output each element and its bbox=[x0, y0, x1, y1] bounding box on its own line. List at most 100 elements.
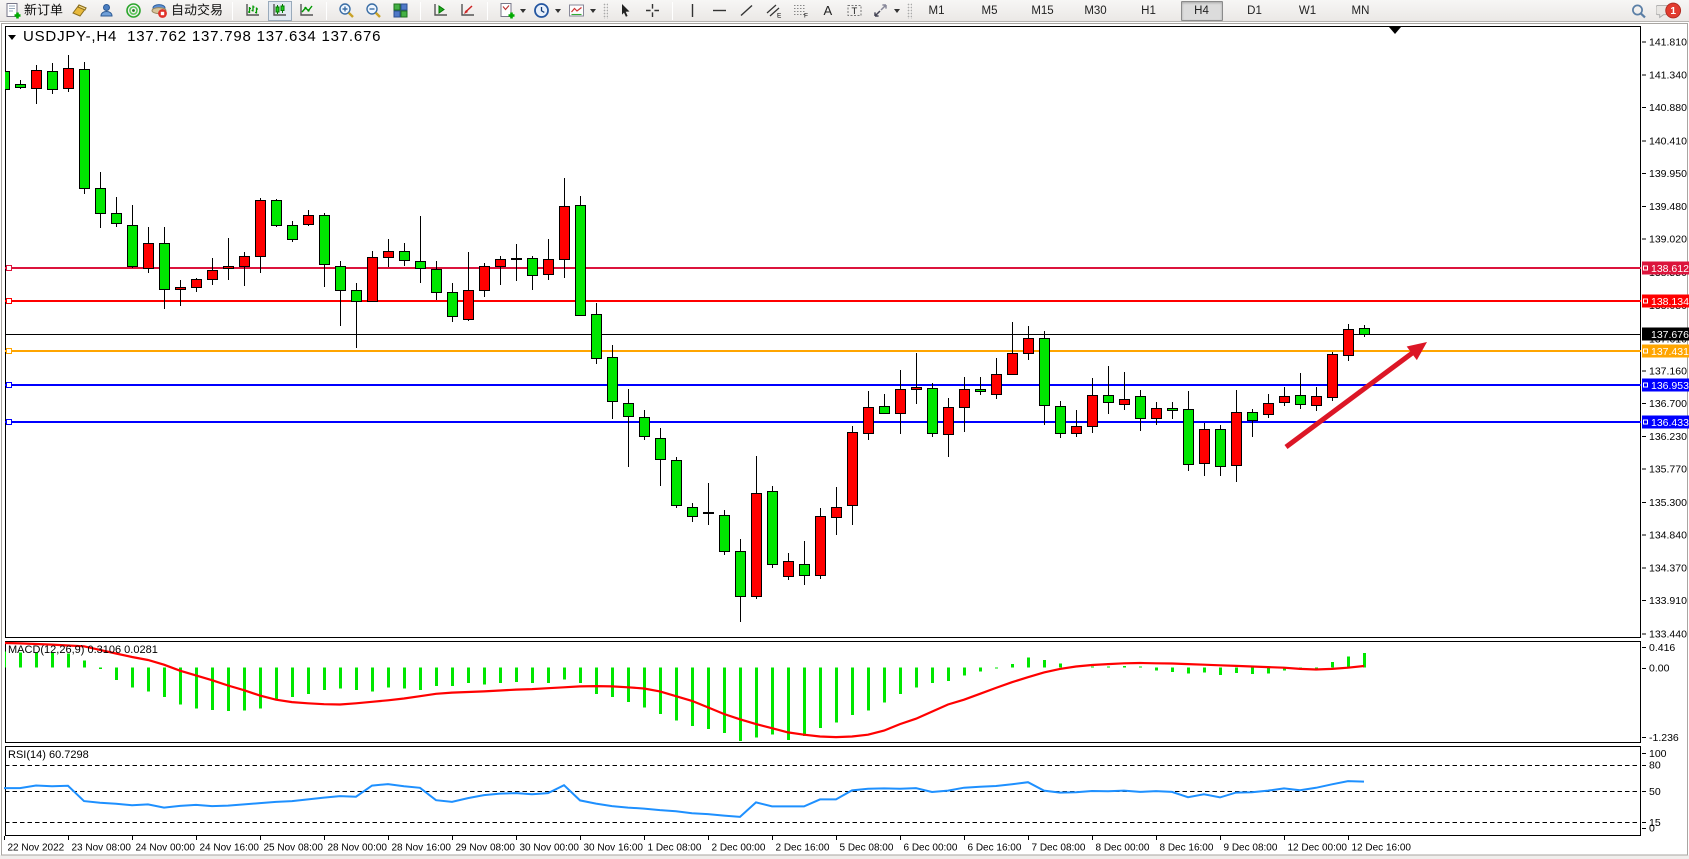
candle-body-21[interactable] bbox=[335, 266, 346, 291]
price-chart[interactable]: 141.810 141.340 140.880 140.410 139.950 139.4… bbox=[0, 22, 1689, 859]
candle-body-25[interactable] bbox=[399, 251, 410, 261]
crosshair-button[interactable] bbox=[641, 1, 665, 21]
text-button[interactable]: A bbox=[816, 1, 840, 21]
templates-button[interactable] bbox=[566, 1, 598, 21]
candle-body-44[interactable] bbox=[703, 512, 714, 514]
candle-body-27[interactable] bbox=[431, 269, 442, 293]
cursor-button[interactable] bbox=[614, 1, 638, 21]
hline-handle-138.134[interactable] bbox=[6, 298, 12, 304]
candle-body-53[interactable] bbox=[847, 432, 858, 506]
candle-body-32[interactable] bbox=[511, 258, 522, 260]
candle-body-6[interactable] bbox=[95, 188, 106, 214]
candle-body-2[interactable] bbox=[31, 70, 42, 89]
candle-body-56[interactable] bbox=[895, 389, 906, 414]
timeframe-D1[interactable]: D1 bbox=[1247, 5, 1262, 17]
trend-arrow-head[interactable] bbox=[1406, 342, 1427, 361]
candle-body-12[interactable] bbox=[191, 279, 202, 288]
zoom-in-button[interactable] bbox=[335, 1, 359, 21]
chart-bars-button[interactable] bbox=[241, 1, 265, 21]
chart-menu-caret-icon[interactable] bbox=[8, 34, 16, 40]
candle-body-5[interactable] bbox=[79, 69, 90, 189]
indicators-button[interactable] bbox=[496, 1, 528, 21]
candle-body-10[interactable] bbox=[159, 243, 170, 290]
candle-body-41[interactable] bbox=[655, 438, 666, 460]
candle-body-60[interactable] bbox=[959, 389, 970, 408]
candle-body-20[interactable] bbox=[319, 215, 330, 265]
candle-body-54[interactable] bbox=[863, 407, 874, 434]
candle-body-14[interactable] bbox=[223, 266, 234, 269]
channel-button[interactable]: E bbox=[762, 1, 786, 21]
candle-body-80[interactable] bbox=[1279, 396, 1290, 403]
candle-body-50[interactable] bbox=[799, 564, 810, 576]
candle-body-69[interactable] bbox=[1103, 395, 1114, 403]
candle-body-38[interactable] bbox=[607, 357, 618, 402]
timeframe-M1[interactable]: M1 bbox=[928, 5, 945, 17]
hline-handle-136.433[interactable] bbox=[6, 419, 12, 425]
candle-body-72[interactable] bbox=[1151, 408, 1162, 419]
candle-body-82[interactable] bbox=[1311, 396, 1322, 406]
candle-body-4[interactable] bbox=[63, 68, 74, 89]
price-badge-136.953[interactable]: 136.953 bbox=[1651, 380, 1689, 392]
hline-handle-136.953[interactable] bbox=[6, 382, 12, 388]
timeframe-H1[interactable]: H1 bbox=[1141, 5, 1156, 17]
candle-body-8[interactable] bbox=[127, 225, 138, 267]
label-button[interactable]: T bbox=[843, 1, 867, 21]
candle-body-42[interactable] bbox=[671, 460, 682, 506]
price-badge-136.433[interactable]: 136.433 bbox=[1651, 417, 1689, 429]
timeframe-M5[interactable]: M5 bbox=[981, 5, 998, 17]
periods-button[interactable] bbox=[531, 1, 563, 21]
candle-body-23[interactable] bbox=[367, 257, 378, 302]
trendline-button[interactable] bbox=[735, 1, 759, 21]
hline-button[interactable] bbox=[708, 1, 732, 21]
candle-body-7[interactable] bbox=[111, 213, 122, 224]
candle-body-51[interactable] bbox=[815, 516, 826, 576]
chart-candles-button[interactable] bbox=[267, 0, 292, 21]
candle-body-9[interactable] bbox=[143, 243, 154, 269]
new-order-button[interactable] bbox=[2, 1, 65, 21]
candle-body-52[interactable] bbox=[831, 507, 842, 518]
candle-body-22[interactable] bbox=[351, 290, 362, 302]
candle-body-77[interactable] bbox=[1231, 412, 1242, 466]
dropdown-caret-icon[interactable] bbox=[554, 8, 561, 13]
candle-body-24[interactable] bbox=[383, 251, 394, 258]
hline-handle-138.612[interactable] bbox=[6, 265, 12, 271]
candle-body-79[interactable] bbox=[1263, 403, 1274, 415]
candle-body-78[interactable] bbox=[1247, 412, 1258, 421]
candle-body-36[interactable] bbox=[575, 205, 586, 316]
candle-body-37[interactable] bbox=[591, 314, 602, 359]
candle-body-65[interactable] bbox=[1039, 338, 1050, 406]
price-badge-137.431[interactable]: 137.431 bbox=[1651, 346, 1689, 358]
candle-body-35[interactable] bbox=[559, 206, 570, 260]
candle-body-31[interactable] bbox=[495, 259, 506, 267]
autotrading-button[interactable] bbox=[149, 1, 225, 21]
candle-body-85[interactable] bbox=[1359, 328, 1370, 335]
candle-body-18[interactable] bbox=[287, 225, 298, 240]
candle-body-30[interactable] bbox=[479, 266, 490, 291]
candle-body-13[interactable] bbox=[207, 270, 218, 280]
candle-body-81[interactable] bbox=[1295, 395, 1306, 405]
timeframe-M15[interactable]: M15 bbox=[1031, 5, 1054, 17]
candle-body-19[interactable] bbox=[303, 215, 314, 225]
timeframe-MN[interactable]: MN bbox=[1351, 5, 1370, 17]
dropdown-caret-icon[interactable] bbox=[893, 8, 900, 13]
candle-body-49[interactable] bbox=[783, 561, 794, 577]
candle-body-3[interactable] bbox=[47, 71, 58, 90]
candle-body-0[interactable] bbox=[0, 71, 10, 90]
auto-scroll-button[interactable] bbox=[456, 1, 480, 21]
candle-body-26[interactable] bbox=[415, 261, 426, 269]
search-button[interactable] bbox=[1627, 1, 1651, 21]
candle-body-67[interactable] bbox=[1071, 426, 1082, 434]
candle-body-28[interactable] bbox=[447, 292, 458, 317]
candle-body-58[interactable] bbox=[927, 388, 938, 434]
chart-line-button[interactable] bbox=[295, 1, 319, 21]
price-badge-138.612[interactable]: 138.612 bbox=[1651, 263, 1689, 275]
candle-body-64[interactable] bbox=[1023, 338, 1034, 354]
candle-body-68[interactable] bbox=[1087, 395, 1098, 427]
chart-shift-button[interactable] bbox=[429, 1, 453, 21]
candle-body-45[interactable] bbox=[719, 515, 730, 552]
candle-body-40[interactable] bbox=[639, 417, 650, 437]
candle-body-17[interactable] bbox=[271, 200, 282, 226]
candle-body-46[interactable] bbox=[735, 551, 746, 597]
shapes-button[interactable] bbox=[870, 1, 902, 21]
trend-arrow-line[interactable] bbox=[1284, 348, 1417, 450]
